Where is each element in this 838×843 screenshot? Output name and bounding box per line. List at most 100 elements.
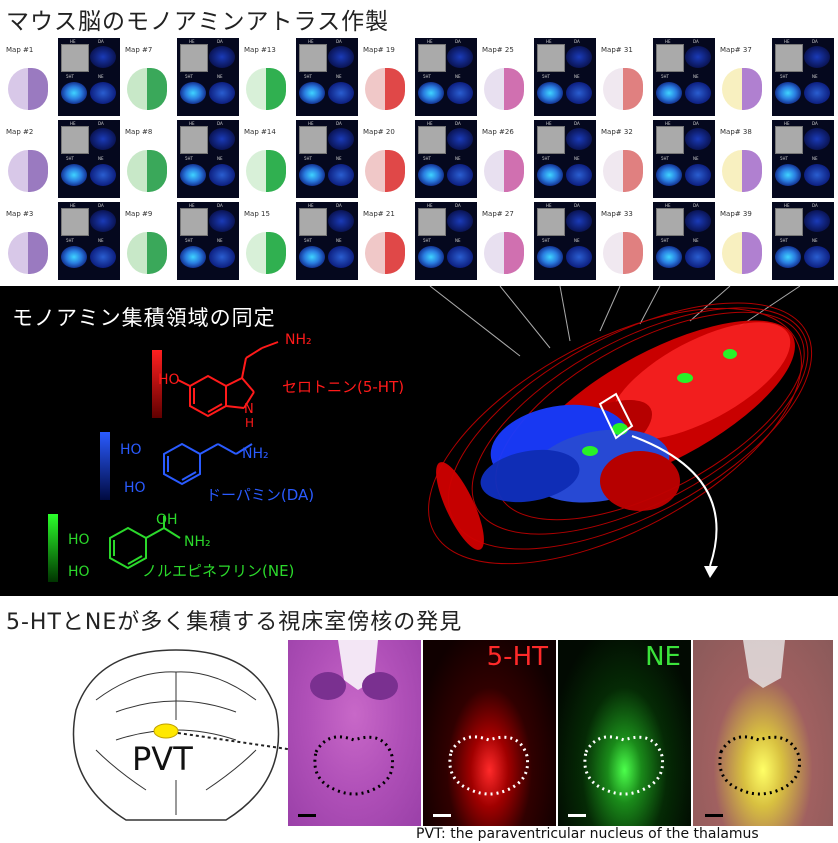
panel-header: NE (574, 74, 580, 79)
atlas-map-cell: Map# 31 HE DA 5HT NE (597, 38, 715, 116)
brain-scan-image (209, 82, 235, 104)
panel-header: NE (574, 156, 580, 161)
panel-header: 5HT (780, 156, 788, 161)
3d-brain-reconstruction (428, 286, 813, 578)
panel-header: DA (812, 39, 818, 44)
he-stain-panel (288, 640, 421, 826)
panel-header: 5HT (185, 156, 193, 161)
imaging-panel: HE DA 5HT NE (653, 38, 715, 116)
panel-header: HE (665, 121, 671, 126)
ne-ho2: HO (68, 564, 90, 580)
ne-ho1: HO (68, 532, 90, 548)
atlas-column: Map# 31 HE DA 5HT NE Map# 32 HE DA 5HT NE Map# 33 H… (597, 36, 715, 284)
serotonin-ho: HO (158, 372, 180, 388)
atlas-map-cell: Map #13 HE DA 5HT NE (240, 38, 358, 116)
brain-scan-image (566, 164, 592, 186)
imaging-panel: HE DA 5HT NE (534, 120, 596, 198)
atlas-map-label: Map# 19 (363, 46, 395, 54)
brain-scan-image (418, 246, 444, 268)
atlas-map-label: Map# 32 (601, 128, 633, 136)
dopamine-label: ドーパミン(DA) (206, 486, 315, 504)
panel-header: 5HT (661, 156, 669, 161)
brain-scan-image (775, 82, 801, 104)
imaging-panel: HE DA 5HT NE (772, 202, 834, 280)
he-thumbnail (418, 44, 446, 72)
atlas-section-drawing (484, 150, 524, 192)
atlas-map-cell: Map #7 HE DA 5HT NE (121, 38, 239, 116)
brain-scan-image (447, 164, 473, 186)
panel-header: 5HT (304, 74, 312, 79)
atlas-map-cell: Map# 33 HE DA 5HT NE (597, 202, 715, 280)
panel-header: DA (98, 121, 104, 126)
he-thumbnail (775, 126, 803, 154)
imaging-panel: HE DA 5HT NE (653, 120, 715, 198)
discovery-title: 5-HTとNEが多く集積する視床室傍核の発見 (6, 610, 463, 635)
panel-header: DA (574, 39, 580, 44)
atlas-map-label: Map# 21 (363, 210, 395, 218)
brain-scan-image (566, 82, 592, 104)
atlas-map-cell: Map #14 HE DA 5HT NE (240, 120, 358, 198)
imaging-panel: HE DA 5HT NE (296, 120, 358, 198)
atlas-map-label: Map #9 (125, 210, 153, 218)
5ht-label: 5-HT (486, 642, 548, 672)
brain-scan-image (804, 46, 830, 68)
dopamine-structure (163, 442, 253, 486)
brain-scan-image (447, 210, 473, 232)
he-thumbnail (775, 208, 803, 236)
brain-scan-image (685, 128, 711, 150)
he-thumbnail (775, 44, 803, 72)
panel-header: NE (217, 74, 223, 79)
merged-image-panel (693, 640, 833, 826)
atlas-section-drawing (365, 150, 405, 192)
brain-scan-image (90, 82, 116, 104)
panel-header: 5HT (423, 156, 431, 161)
atlas-section-drawing (246, 232, 286, 274)
atlas-section-drawing (127, 232, 167, 274)
atlas-section-drawing (603, 68, 643, 110)
brain-scan-image (328, 246, 354, 268)
brain-scan-image (209, 46, 235, 68)
panel-header: HE (427, 203, 433, 208)
panel-header: DA (217, 203, 223, 208)
atlas-map-label: Map #7 (125, 46, 153, 54)
atlas-column: Map# 19 HE DA 5HT NE Map# 20 HE DA 5HT NE Map# 21 H… (359, 36, 477, 284)
he-thumbnail (299, 44, 327, 72)
dopamine-ho2: HO (124, 480, 146, 496)
he-thumbnail (180, 208, 208, 236)
imaging-panel: HE DA 5HT NE (296, 38, 358, 116)
panel-header: HE (546, 121, 552, 126)
atlas-section-drawing (8, 150, 48, 192)
panel-header: DA (693, 121, 699, 126)
he-thumbnail (537, 44, 565, 72)
brain-scan-image (775, 164, 801, 186)
brain-scan-image (447, 128, 473, 150)
panel-header: DA (336, 39, 342, 44)
atlas-map-label: Map #13 (244, 46, 276, 54)
panel-header: NE (574, 238, 580, 243)
he-thumbnail (656, 208, 684, 236)
panel-header: 5HT (304, 156, 312, 161)
imaging-panel: HE DA 5HT NE (534, 38, 596, 116)
pvt-caption: PVT: the paraventricular nucleus of the … (416, 826, 759, 842)
brain-scan-image (328, 46, 354, 68)
panel-header: 5HT (661, 238, 669, 243)
imaging-panel: HE DA 5HT NE (58, 38, 120, 116)
brain-scan-image (209, 128, 235, 150)
brain-scan-image (656, 164, 682, 186)
panel-header: NE (693, 74, 699, 79)
atlas-map-grid: Map #1 HE DA 5HT NE Map #2 HE DA 5HT NE Map #3 HE DA… (0, 36, 838, 284)
panel-header: NE (812, 156, 818, 161)
brain-scan-image (90, 128, 116, 150)
brain-scan-image (299, 246, 325, 268)
panel-header: NE (455, 238, 461, 243)
brain-scan-image (180, 82, 206, 104)
brain-scan-image (775, 246, 801, 268)
panel-header: NE (98, 74, 104, 79)
imaging-panel: HE DA 5HT NE (772, 38, 834, 116)
panel-header: 5HT (542, 156, 550, 161)
panel-header: DA (455, 39, 461, 44)
panel-header: 5HT (423, 238, 431, 243)
panel-header: 5HT (185, 238, 193, 243)
panel-header: DA (574, 203, 580, 208)
panel-header: HE (546, 203, 552, 208)
